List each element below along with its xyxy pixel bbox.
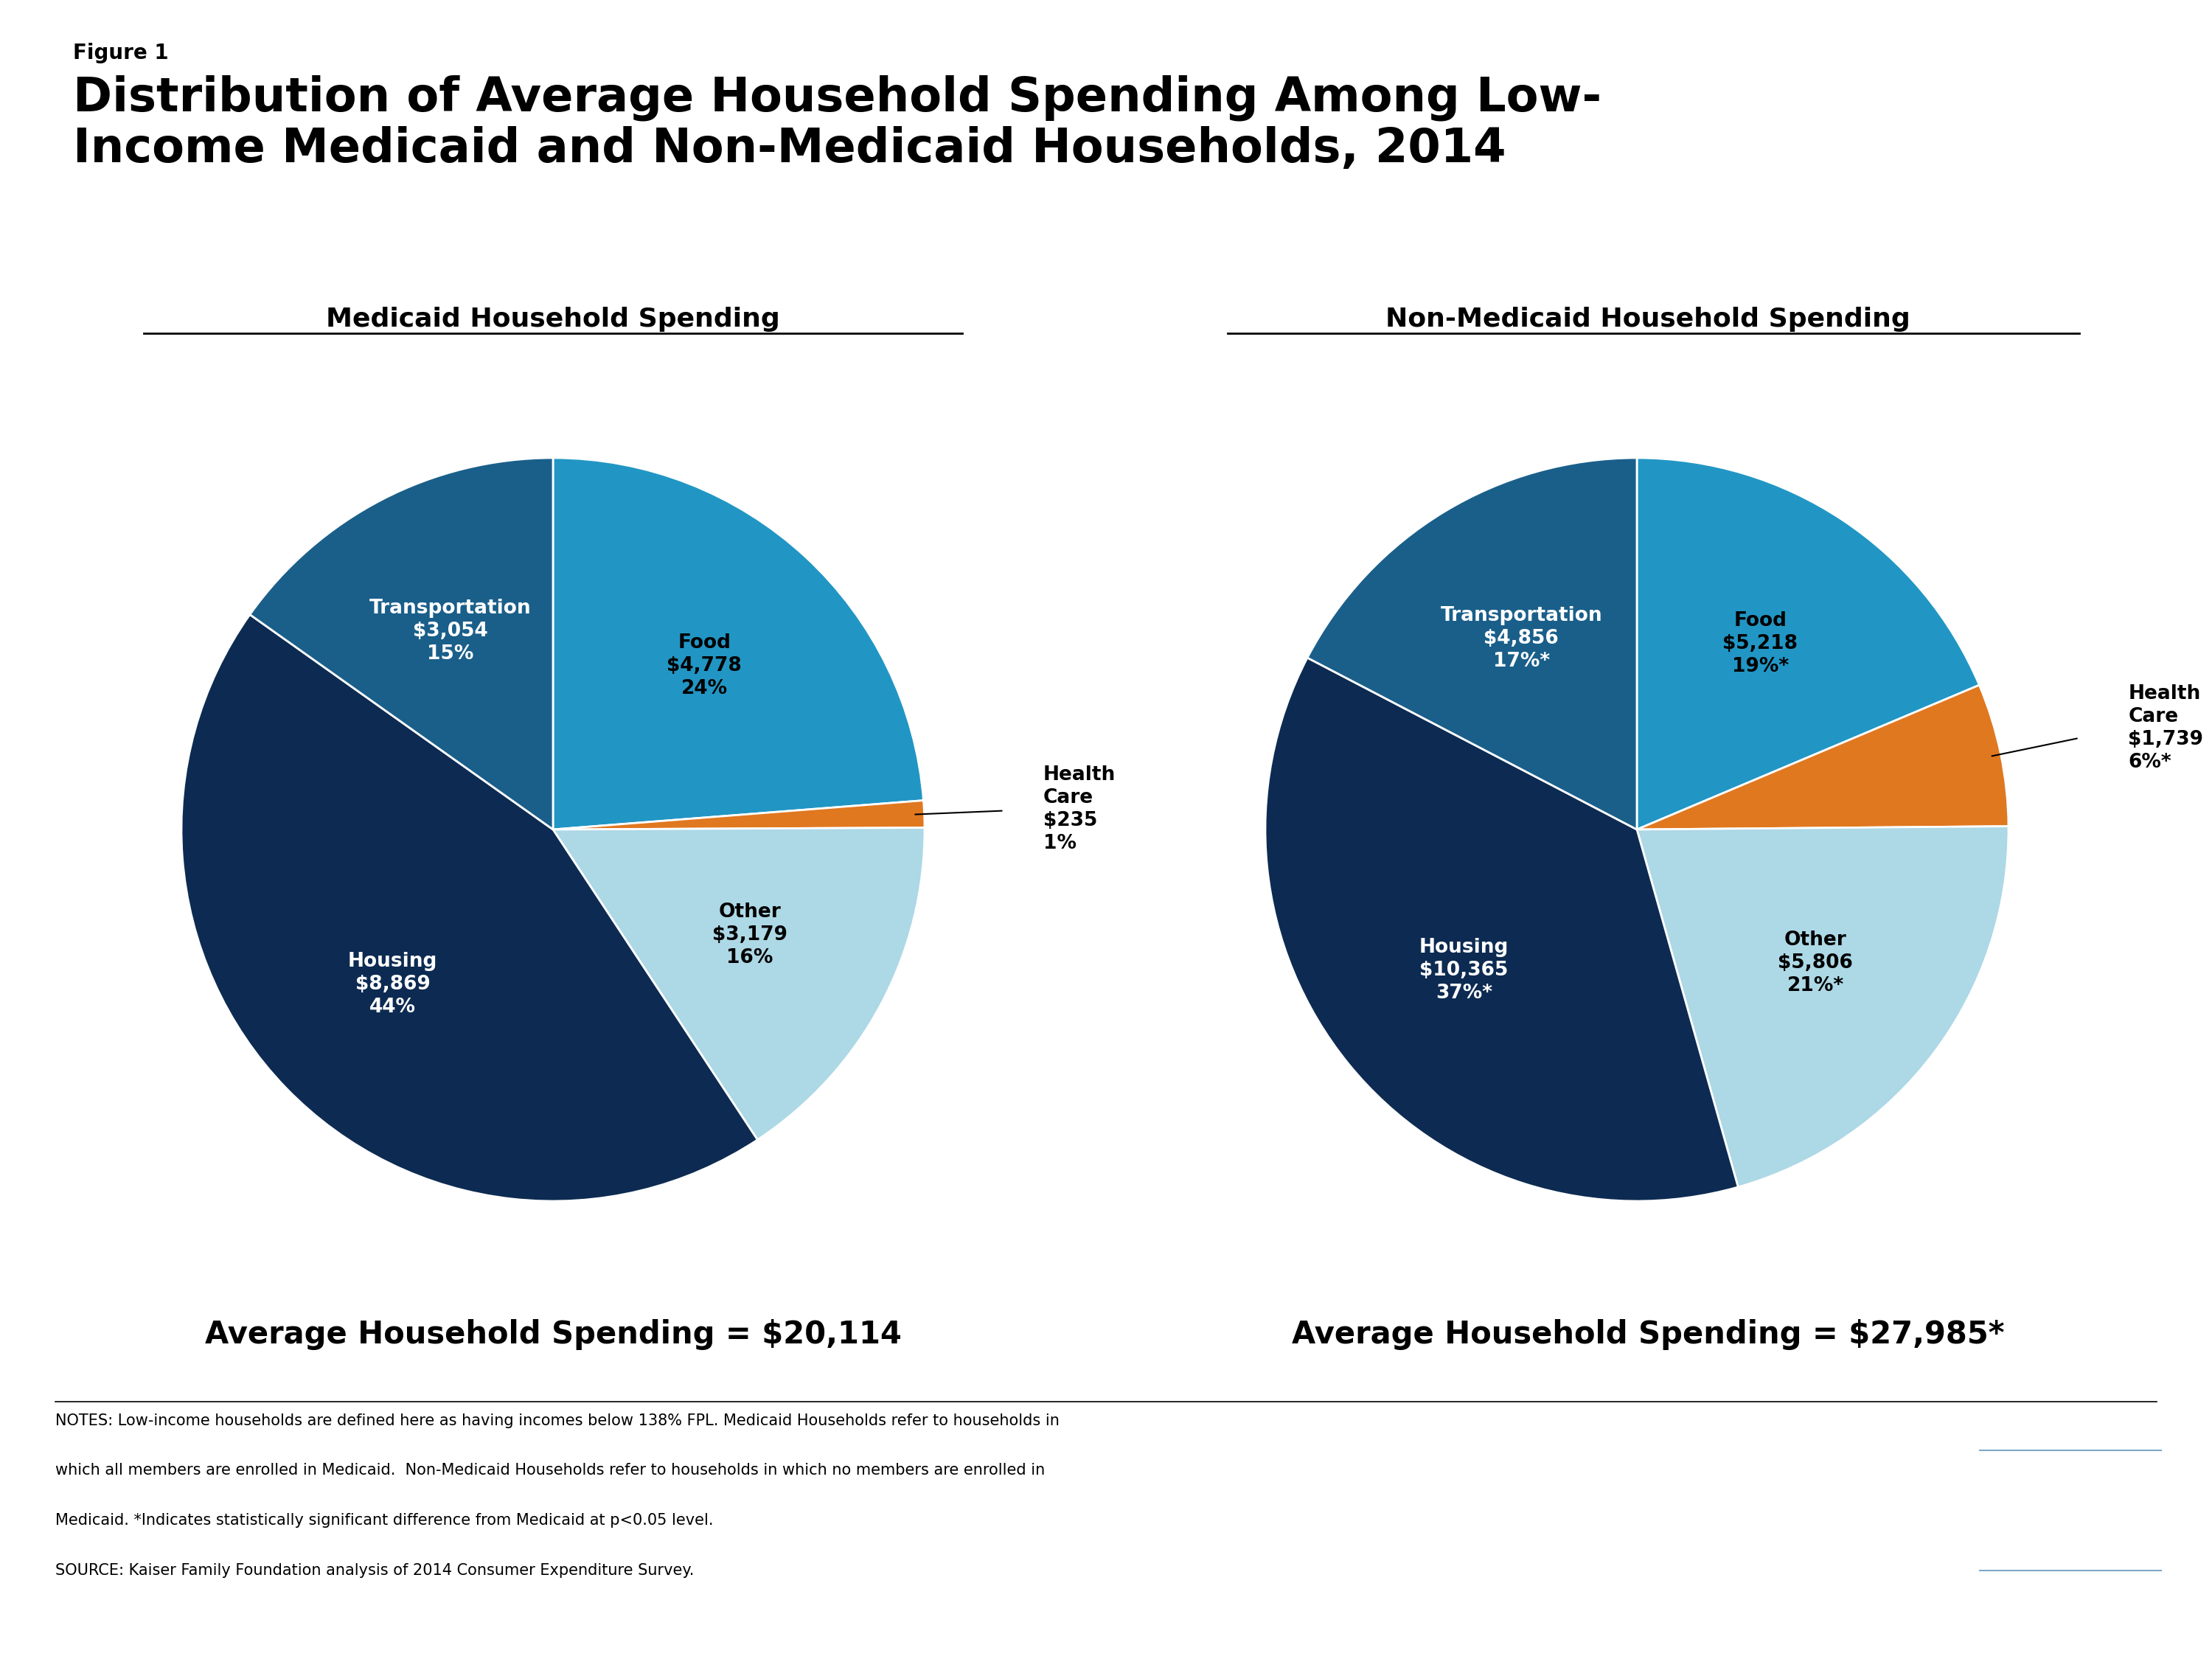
Wedge shape (1265, 657, 1739, 1201)
Text: Health
Care
$235
1%: Health Care $235 1% (1044, 765, 1115, 853)
Wedge shape (1637, 458, 1980, 830)
Text: Medicaid Household Spending: Medicaid Household Spending (325, 307, 781, 332)
Text: SOURCE: Kaiser Family Foundation analysis of 2014 Consumer Expenditure Survey.: SOURCE: Kaiser Family Foundation analysi… (55, 1563, 695, 1578)
Text: Other
$3,179
16%: Other $3,179 16% (712, 902, 787, 967)
Text: Distribution of Average Household Spending Among Low-
Income Medicaid and Non-Me: Distribution of Average Household Spendi… (73, 75, 1601, 173)
Text: THE HENRY J.: THE HENRY J. (2035, 1410, 2106, 1422)
Text: Housing
$10,365
37%*: Housing $10,365 37%* (1420, 937, 1509, 1002)
Text: Medicaid. *Indicates statistically significant difference from Medicaid at p<0.0: Medicaid. *Indicates statistically signi… (55, 1513, 712, 1528)
Text: FOUNDATION: FOUNDATION (2035, 1584, 2106, 1596)
Text: Food
$5,218
19%*: Food $5,218 19%* (1723, 611, 1798, 677)
Wedge shape (181, 614, 757, 1201)
Wedge shape (1307, 458, 1637, 830)
Wedge shape (1637, 685, 2008, 830)
Text: which all members are enrolled in Medicaid.  Non-Medicaid Households refer to ho: which all members are enrolled in Medica… (55, 1463, 1044, 1478)
Wedge shape (1637, 826, 2008, 1188)
Wedge shape (553, 458, 922, 830)
Text: Health
Care
$1,739
6%*: Health Care $1,739 6%* (2128, 684, 2203, 771)
Text: Transportation
$4,856
17%*: Transportation $4,856 17%* (1440, 607, 1601, 672)
Text: Non-Medicaid Household Spending: Non-Medicaid Household Spending (1385, 307, 1911, 332)
Text: Average Household Spending = $20,114: Average Household Spending = $20,114 (206, 1319, 900, 1350)
Text: Average Household Spending = $27,985*: Average Household Spending = $27,985* (1292, 1319, 2004, 1350)
Text: FAMILY: FAMILY (2039, 1516, 2101, 1531)
Text: Figure 1: Figure 1 (73, 43, 168, 63)
Text: Other
$5,806
21%*: Other $5,806 21%* (1778, 931, 1854, 995)
Wedge shape (250, 458, 553, 830)
Wedge shape (553, 800, 925, 830)
Text: Transportation
$3,054
15%: Transportation $3,054 15% (369, 599, 531, 664)
Text: NOTES: Low-income households are defined here as having incomes below 138% FPL. : NOTES: Low-income households are defined… (55, 1413, 1060, 1428)
Wedge shape (553, 828, 925, 1140)
Text: KAISER: KAISER (2035, 1460, 2106, 1478)
Text: Housing
$8,869
44%: Housing $8,869 44% (347, 952, 438, 1017)
Text: Food
$4,778
24%: Food $4,778 24% (666, 634, 741, 698)
